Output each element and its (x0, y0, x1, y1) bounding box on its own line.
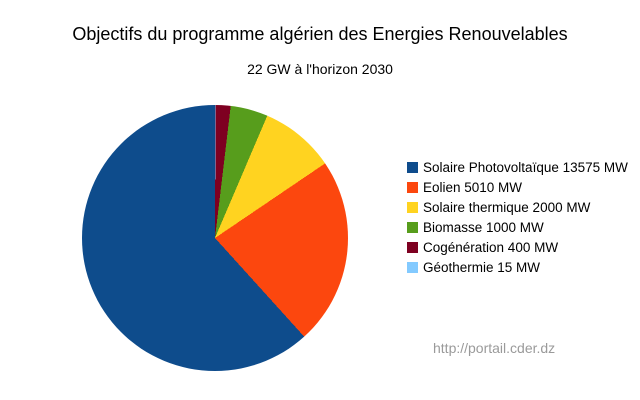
legend-label: Solaire Photovoltaïque 13575 MW (423, 159, 628, 175)
legend-label: Eolien 5010 MW (423, 179, 523, 195)
chart-subtitle: 22 GW à l'horizon 2030 (247, 61, 393, 77)
legend-swatch (407, 221, 418, 233)
legend-swatch (407, 261, 418, 273)
legend-swatch (407, 181, 418, 193)
legend-item: Géothermie 15 MW (407, 257, 628, 277)
legend: Solaire Photovoltaïque 13575 MW Eolien 50… (407, 157, 628, 277)
legend-item: Solaire Photovoltaïque 13575 MW (407, 157, 628, 177)
legend-swatch (407, 161, 418, 173)
chart-title: Objectifs du programme algérien des Ener… (72, 24, 568, 44)
legend-item: Biomasse 1000 MW (407, 217, 628, 237)
legend-label: Géothermie 15 MW (423, 259, 541, 275)
watermark-url: http://portail.cder.dz (433, 340, 556, 356)
legend-item: Solaire thermique 2000 MW (407, 197, 628, 217)
legend-swatch (407, 201, 418, 213)
legend-swatch (407, 241, 418, 253)
legend-label: Solaire thermique 2000 MW (423, 199, 591, 215)
legend-item: Cogénération 400 MW (407, 237, 628, 257)
legend-label: Cogénération 400 MW (423, 239, 559, 255)
legend-item: Eolien 5010 MW (407, 177, 628, 197)
legend-label: Biomasse 1000 MW (423, 219, 544, 235)
pie-chart (82, 105, 348, 371)
